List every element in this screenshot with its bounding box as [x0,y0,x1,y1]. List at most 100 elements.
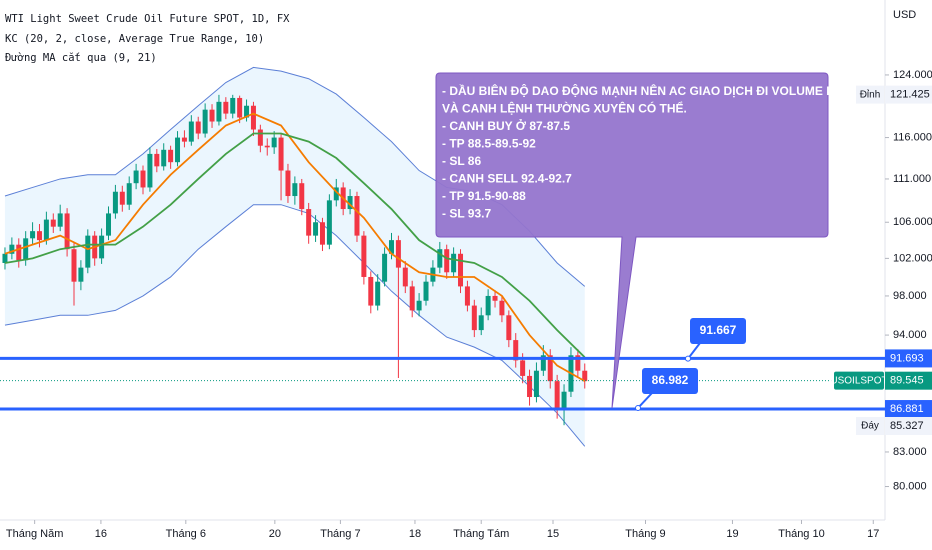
candle-body [354,196,360,236]
callout-anchor [685,355,691,362]
candle-body [478,315,484,331]
candle-body [9,244,15,254]
y-tick-label: 106.000 [893,216,932,228]
callout-box [690,318,746,344]
annotation-line: - SL 86 [442,154,481,168]
last-price-bg [885,371,932,390]
candle-body [547,355,553,382]
x-tick-label: Tháng 10 [778,528,824,540]
y-tick-label: 98.000 [893,290,927,302]
callout-box [642,368,698,394]
x-tick-label: Tháng 6 [166,528,206,540]
callout-anchor [635,404,641,411]
candle-body [533,370,539,398]
candle-body [195,121,201,134]
candle-body [285,170,291,197]
annotation-line: - TP 88.5-89.5-92 [442,137,536,151]
x-tick-label: Tháng 9 [625,528,665,540]
candle-body [375,281,381,306]
price-label-bg [885,400,932,419]
candle-body [368,276,374,306]
extreme-price-bg [885,85,932,104]
extreme-price-bg [885,416,932,435]
candle-body [313,222,319,236]
symbol-label: USOILSPOT [830,375,887,386]
candle-body [444,249,450,273]
y-tick-label: 80.000 [893,480,927,492]
candle-body [216,101,222,122]
candle-body [506,315,512,341]
candle-body [99,235,105,259]
candle-body [333,187,339,201]
annotation-line: - CANH SELL 92.4-92.7 [442,172,572,186]
candle-body [520,360,526,376]
band-lower [4,204,586,447]
candle-body [57,213,63,227]
price-label-bg [885,349,932,368]
candle-body [492,295,498,301]
candle-body [582,370,588,382]
candle-body [471,305,477,331]
candle-body [527,375,533,398]
plot [0,66,885,447]
candle-body [458,253,464,287]
price-label: 86.881 [890,403,924,415]
candle-body [382,253,388,282]
candle-body [154,153,160,167]
extreme-tag-bg [856,416,884,435]
y-tick-label: 83.000 [893,446,927,458]
candle-body [292,183,298,197]
annotation-line: - DẦU BIÊN ĐỘ DAO ĐỘNG MẠNH NÊN AC GIAO … [442,83,853,98]
candle-body [271,137,277,148]
annotation-line: - TP 91.5-90-88 [442,189,526,203]
annotation-box [435,72,829,409]
candle-body [485,295,491,316]
candle-body [78,267,84,282]
candle-body [257,129,263,146]
header-line: KC (20, 2, close, Average True Range, 10… [5,33,264,45]
candle-body [554,381,560,410]
candle-body [161,149,167,167]
candle-body [409,286,415,311]
x-tick-label: 20 [269,528,281,540]
candle-body [278,137,284,171]
candle-body [575,355,581,371]
candle-body [561,391,567,410]
candle-body [299,183,305,210]
callout-label: 86.982 [652,373,689,387]
candle-body [64,213,70,250]
y-tick-label: 116.000 [893,131,932,143]
candle-body [2,253,8,263]
candle-body [264,145,270,148]
candle-body [416,300,422,311]
candle-body [126,183,132,205]
candle-body [451,253,457,273]
extreme-price: 121.425 [890,89,930,101]
candle-body [223,101,229,114]
candle-body [36,231,42,241]
x-tick-label: 16 [95,528,107,540]
annotation-line: - SL 93.7 [442,207,491,221]
candle-body [181,137,187,142]
symbol-label-bg [834,371,884,390]
candle-body [319,222,325,245]
candle-body [230,97,236,114]
candle-body [85,235,91,268]
price-label: 91.693 [890,352,924,364]
candle-body [175,137,181,163]
candle-body [513,340,519,361]
candle-body [395,240,401,268]
extreme-tag: Đáy [861,421,879,432]
last-price: 89.545 [890,375,924,387]
candle-body [119,191,125,205]
header-line: Đường MA cắt qua (9, 21) [5,52,157,64]
callout-pointer [687,342,701,360]
candle-body [347,196,353,210]
x-tick-label: 18 [409,528,421,540]
candle-body [250,105,256,130]
x-tick-label: Tháng Tám [453,528,509,540]
y-tick-label: 94.000 [893,329,927,341]
x-tick-label: Tháng 7 [320,528,360,540]
callout-label: 91.667 [700,323,737,337]
